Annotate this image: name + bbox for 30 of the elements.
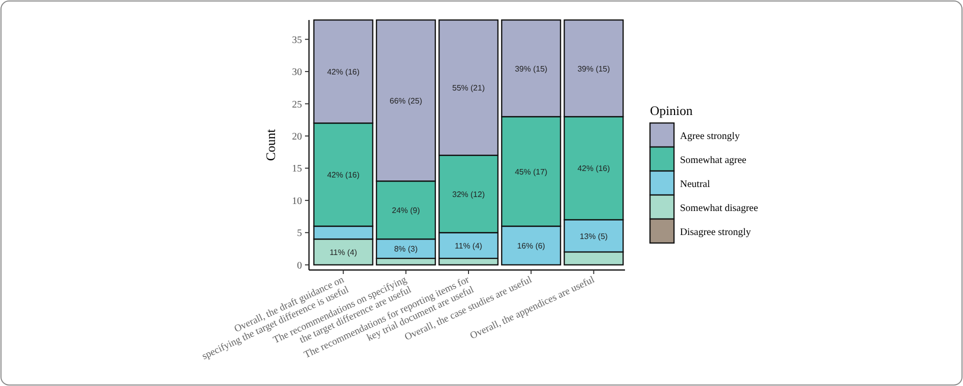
legend-title: Opinion xyxy=(650,103,694,118)
legend-label: Somewhat agree xyxy=(680,155,747,166)
data-label: 8% (3) xyxy=(394,244,418,254)
data-label: 11% (4) xyxy=(330,248,358,257)
data-label: 42% (16) xyxy=(327,170,360,180)
data-label: 13% (5) xyxy=(580,232,608,241)
data-label: 32% (12) xyxy=(452,190,486,199)
data-label: 55% (21) xyxy=(452,84,486,93)
legend-label: Somewhat disagree xyxy=(680,203,759,214)
data-label: 45% (17) xyxy=(514,167,548,176)
y-tick-label: 30 xyxy=(292,67,302,78)
y-tick-label: 5 xyxy=(297,228,302,240)
y-tick-label: 15 xyxy=(292,164,302,175)
data-label: 42% (16) xyxy=(577,164,610,174)
data-label: 39% (15) xyxy=(514,64,548,74)
y-axis-title: Count xyxy=(263,128,278,161)
legend-label: Agree strongly xyxy=(680,131,740,142)
data-label: 24% (9) xyxy=(392,206,420,216)
data-label: 42% (16) xyxy=(327,68,360,77)
y-tick-label: 25 xyxy=(292,99,302,110)
data-label: 66% (25) xyxy=(390,96,422,106)
y-tick-label: 0 xyxy=(297,260,302,272)
legend-label: Neutral xyxy=(680,179,710,190)
legend-label: Disagree strongly xyxy=(680,227,751,238)
data-label: 16% (6) xyxy=(517,242,546,251)
y-tick-label: 35 xyxy=(292,34,302,46)
data-label: 11% (4) xyxy=(454,242,483,251)
y-tick-label: 20 xyxy=(292,131,302,142)
data-label: 39% (15) xyxy=(577,64,610,74)
y-tick-label: 10 xyxy=(292,196,302,207)
